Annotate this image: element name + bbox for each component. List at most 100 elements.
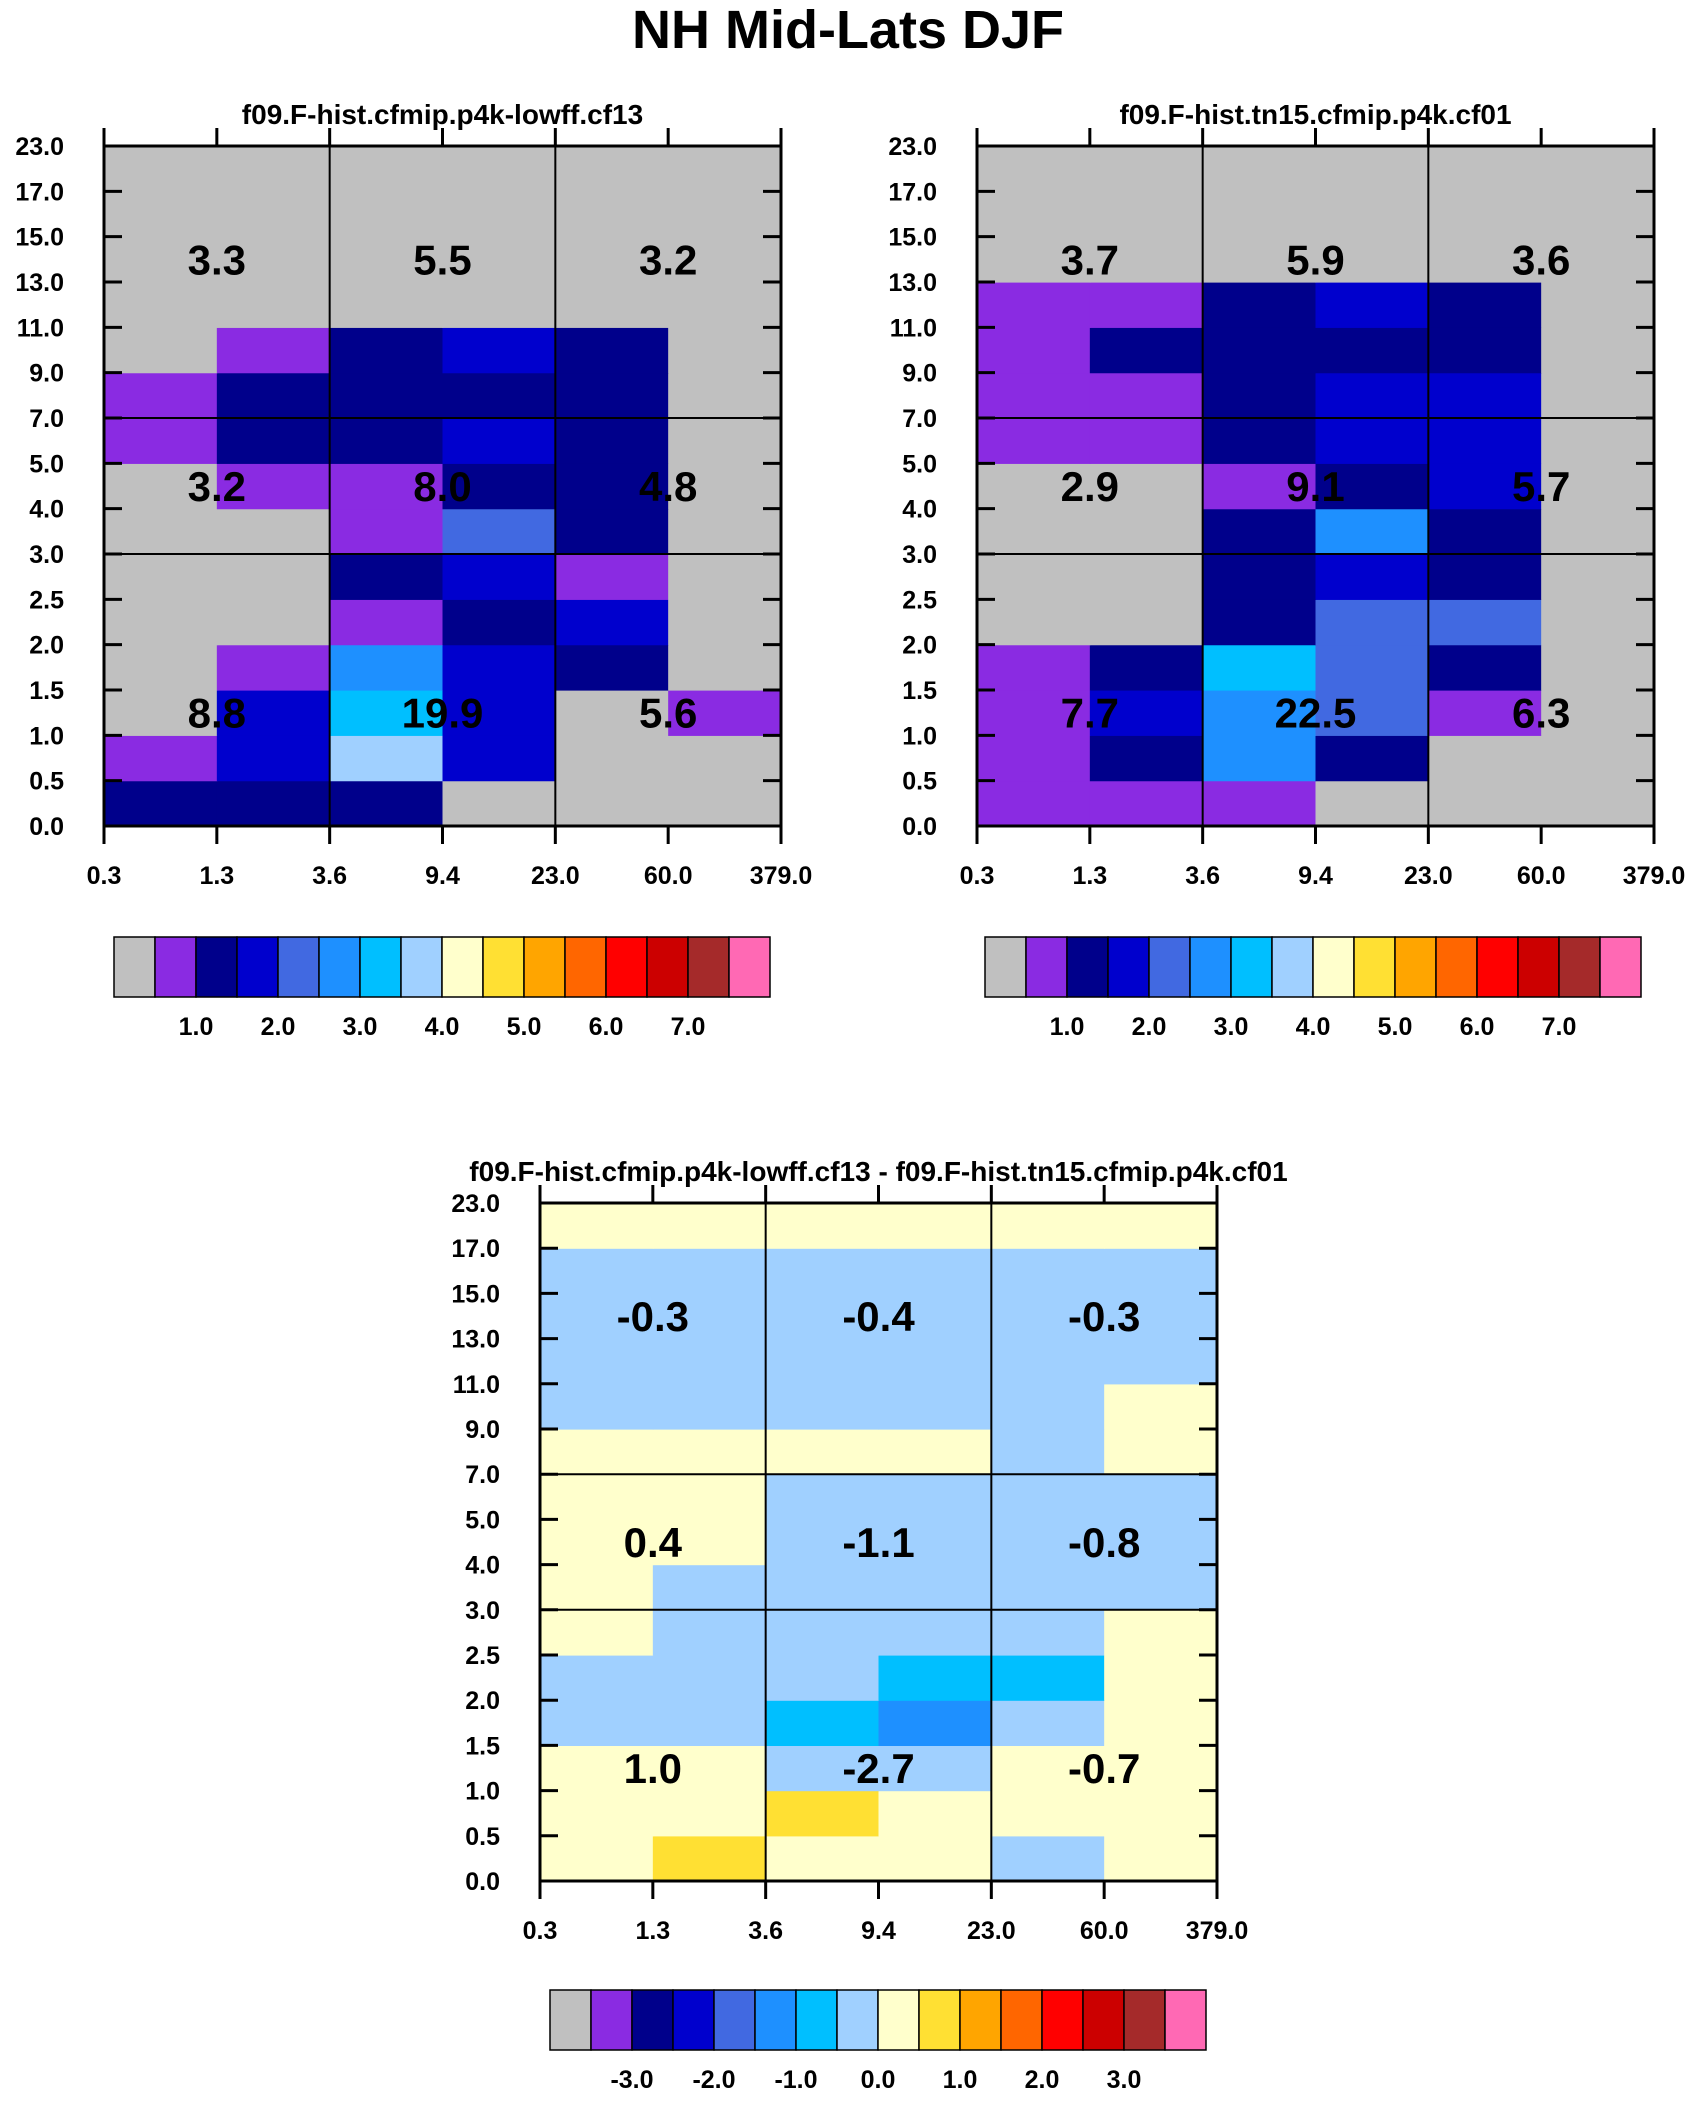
heatmap-cell bbox=[329, 146, 444, 192]
heatmap-cell bbox=[1428, 146, 1542, 192]
colorbar-label: -2.0 bbox=[692, 2066, 735, 2094]
heatmap-cell bbox=[991, 1745, 1105, 1792]
heatmap-cell bbox=[1089, 191, 1204, 238]
heatmap-cell bbox=[442, 236, 556, 283]
heatmap-cell bbox=[540, 1474, 654, 1520]
x-axis: 0.3 1.3 3.6 9.4 23.0 60.0 379.0 bbox=[523, 1185, 1248, 1945]
heatmap-cell bbox=[329, 282, 444, 328]
heatmap-cell bbox=[1428, 463, 1542, 510]
heatmap-cell bbox=[555, 282, 669, 328]
heatmap-cell bbox=[1315, 146, 1429, 192]
colorbar-box bbox=[754, 1989, 797, 2051]
colorbar-box bbox=[549, 1989, 592, 2051]
x-tick-label: 1.3 bbox=[199, 862, 234, 890]
heatmap-cell bbox=[668, 418, 782, 464]
heatmap-cell bbox=[765, 1474, 880, 1520]
heatmap-cell bbox=[668, 191, 782, 238]
heatmap-cell bbox=[1202, 780, 1317, 827]
heatmap-cell bbox=[1089, 146, 1204, 192]
heatmap-cell bbox=[1089, 463, 1204, 510]
heatmap-cell bbox=[1089, 690, 1204, 736]
colorbar-box bbox=[590, 1989, 633, 2051]
heatmap-cell bbox=[991, 1248, 1105, 1294]
x-tick-label: 23.0 bbox=[967, 1917, 1016, 1945]
y-tick-label: 2.0 bbox=[465, 1687, 500, 1715]
y-tick-label: 11.0 bbox=[17, 314, 64, 342]
heatmap-cell bbox=[991, 1790, 1105, 1837]
summary-value: -0.8 bbox=[1068, 1519, 1140, 1566]
heatmap-cell bbox=[1202, 191, 1317, 238]
heatmap-cell bbox=[652, 1700, 767, 1746]
colorbar-box bbox=[836, 1989, 879, 2051]
heatmap-cell bbox=[1428, 599, 1542, 646]
heatmap-cell bbox=[1104, 1293, 1218, 1340]
heatmap-cell bbox=[652, 1383, 767, 1430]
summary-value: 5.7 bbox=[1512, 463, 1570, 510]
colorbar-box bbox=[631, 1989, 674, 2051]
heatmap-cell bbox=[1089, 644, 1204, 691]
heatmap-cell bbox=[765, 1338, 880, 1385]
heatmap-cell bbox=[540, 1383, 654, 1430]
heatmap-cell bbox=[329, 554, 444, 600]
x-axis: 0.3 1.3 3.6 9.4 23.0 60.0 379.0 bbox=[87, 128, 812, 890]
heatmap-cell bbox=[1089, 372, 1204, 419]
heatmap-cell bbox=[1089, 599, 1204, 646]
heatmap-cell bbox=[1428, 690, 1542, 736]
heatmap-cell bbox=[1089, 554, 1204, 600]
heatmap-cell bbox=[1104, 1203, 1218, 1249]
heatmap-cell bbox=[216, 690, 331, 736]
heatmap-cell bbox=[540, 1564, 654, 1611]
heatmap-cell bbox=[765, 1745, 880, 1792]
heatmap-cell bbox=[442, 554, 556, 600]
panel-2: f09.F-hist.tn15.cfmip.p4k.cf01 3.7 5.9 3.6 2… bbox=[888, 99, 1685, 1041]
colorbar-box bbox=[1148, 936, 1191, 998]
y-tick-label: 17.0 bbox=[15, 178, 64, 206]
heatmap-cell bbox=[104, 463, 218, 510]
heatmap-cell bbox=[668, 463, 782, 510]
heatmap-cell bbox=[104, 372, 218, 419]
heatmap-cell bbox=[329, 463, 444, 510]
heatmap-cell bbox=[878, 1383, 992, 1430]
heatmap-cell bbox=[329, 418, 444, 464]
y-tick-label: 2.0 bbox=[29, 632, 64, 660]
y-tick-label: 1.5 bbox=[465, 1732, 500, 1760]
heatmap-cell bbox=[329, 690, 444, 736]
heatmap-cell bbox=[1089, 780, 1204, 827]
x-tick-label: 9.4 bbox=[861, 1917, 896, 1945]
heatmap-cell bbox=[765, 1293, 880, 1340]
heatmap-cell bbox=[1541, 463, 1655, 510]
heatmap-cell bbox=[1315, 463, 1429, 510]
colorbar-box bbox=[1025, 936, 1068, 998]
colorbar-box bbox=[1312, 936, 1355, 998]
y-tick-label: 2.5 bbox=[29, 586, 64, 614]
heatmap-cell bbox=[1541, 780, 1655, 827]
heatmap-cell bbox=[977, 418, 1091, 464]
summary-value: 2.9 bbox=[1061, 463, 1119, 510]
heatmap-cell bbox=[104, 554, 218, 600]
heatmap-cell bbox=[1315, 735, 1429, 782]
y-tick-label: 23.0 bbox=[451, 1190, 500, 1218]
summary-value: 5.9 bbox=[1286, 236, 1344, 283]
y-tick-label: 0.0 bbox=[902, 813, 937, 841]
heatmap-cell bbox=[991, 1383, 1105, 1430]
colorbar-box bbox=[795, 1989, 838, 2051]
heatmap-cell bbox=[652, 1429, 767, 1475]
summary-value: -0.3 bbox=[617, 1293, 689, 1340]
heatmap-cell bbox=[1315, 554, 1429, 600]
heatmap-cell bbox=[1104, 1745, 1218, 1792]
colorbar-label: 3.0 bbox=[1214, 1013, 1249, 1041]
colorbar-box bbox=[1435, 936, 1478, 998]
heatmap-cell bbox=[555, 191, 669, 238]
heatmap-cell bbox=[668, 599, 782, 646]
summary-value: -1.1 bbox=[842, 1519, 914, 1566]
heatmap-cell bbox=[878, 1835, 992, 1882]
heatmap-cell bbox=[442, 327, 556, 374]
y-tick-label: 15.0 bbox=[451, 1280, 500, 1308]
heatmap-cell bbox=[1104, 1383, 1218, 1430]
heatmap-cell bbox=[878, 1790, 992, 1837]
heatmap-cell bbox=[977, 191, 1091, 238]
heatmap-cell bbox=[668, 282, 782, 328]
heatmap-cell bbox=[991, 1609, 1105, 1656]
colorbar-label: 1.0 bbox=[943, 2066, 978, 2094]
heatmap-cell bbox=[1428, 508, 1542, 555]
